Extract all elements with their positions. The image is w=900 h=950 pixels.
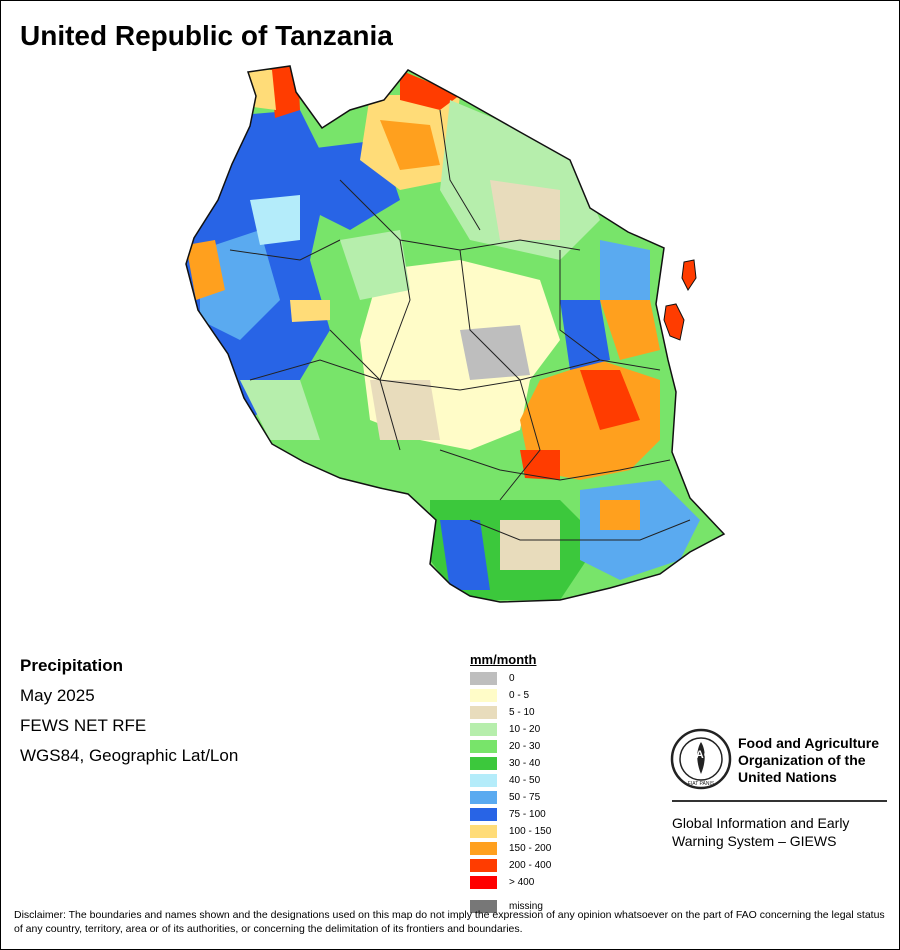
rainfall-zone-75-100: [440, 520, 490, 590]
legend-row: 20 - 30: [470, 738, 551, 755]
legend-row: 50 - 75: [470, 789, 551, 806]
legend-row: 150 - 200: [470, 840, 551, 857]
fao-name-line: Organization of the: [738, 752, 866, 768]
rainfall-zone-40-50: [250, 195, 300, 245]
legend-label: 75 - 100: [509, 809, 546, 820]
region-boundary: [439, 109, 481, 231]
rainfall-zone-200-400: [520, 450, 560, 480]
map-title: United Republic of Tanzania: [20, 20, 393, 51]
rainfall-zone-0: [460, 325, 530, 380]
legend-row: 100 - 150: [470, 823, 551, 840]
fao-name-line: United Nations: [738, 769, 837, 785]
legend-row: 0: [470, 670, 551, 687]
fao-name: Food and Agriculture Organization of the…: [738, 735, 879, 786]
legend-label: 0 - 5: [509, 690, 530, 701]
legend-label: 0: [509, 673, 515, 684]
projection-label: WGS84, Geographic Lat/Lon: [20, 746, 239, 765]
legend-label: 20 - 30: [509, 741, 541, 752]
legend-swatch: [470, 740, 497, 753]
legend-label: 40 - 50: [509, 775, 541, 786]
region-boundary: [469, 519, 691, 541]
legend-swatch: [470, 672, 497, 685]
rainfall-zone-200-400: [400, 70, 460, 110]
legend-label: 5 - 10: [509, 707, 535, 718]
legend-row: 75 - 100: [470, 806, 551, 823]
legend-row: 0 - 5: [470, 687, 551, 704]
variable-label: Precipitation: [20, 656, 123, 675]
region-boundary: [559, 250, 661, 371]
legend-swatch: [470, 808, 497, 821]
legend-row: 200 - 400: [470, 857, 551, 874]
source-label: FEWS NET RFE: [20, 716, 147, 735]
region-boundary: [439, 449, 671, 481]
rainfall-zone-150-200: [600, 300, 660, 360]
giews-line: Global Information and Early: [672, 815, 850, 831]
legend-swatch: [470, 757, 497, 770]
giews-label: Global Information and Early Warning Sys…: [672, 814, 892, 850]
rainfall-zone-50-75: [200, 230, 280, 340]
legend-label: 200 - 400: [509, 860, 552, 871]
legend-swatch: [470, 791, 497, 804]
precipitation-map: [185, 65, 725, 603]
legend-row: 30 - 40: [470, 755, 551, 772]
rainfall-zone-100-150: [240, 70, 276, 110]
fao-logo-icon: FAO FIAT PANIS: [670, 728, 732, 790]
rainfall-field: [186, 66, 724, 602]
legend-label: 30 - 40: [509, 758, 541, 769]
legend-row: 5 - 10: [470, 704, 551, 721]
legend-swatch: [470, 859, 497, 872]
legend-label: 100 - 150: [509, 826, 552, 837]
admin-boundaries: [229, 109, 691, 541]
legend-row: > 400: [470, 874, 551, 891]
fao-name-line: Food and Agriculture: [738, 735, 880, 751]
giews-line: Warning System – GIEWS: [672, 833, 837, 849]
rainfall-zone-150-200: [380, 120, 440, 170]
rainfall-zone-5-10: [500, 520, 560, 570]
legend-label: 150 - 200: [509, 843, 552, 854]
legend-row: 10 - 20: [470, 721, 551, 738]
fao-logo-text: FAO: [690, 749, 713, 761]
legend-label: 50 - 75: [509, 792, 541, 803]
legend: 0 0 - 5 5 - 10 10 - 20 20 - 30 30 - 40 40 - 50…: [470, 670, 551, 891]
region-boundary: [379, 239, 411, 451]
legend-swatch-missing: [470, 900, 497, 913]
rainfall-zone-150-200: [186, 240, 225, 300]
fao-logo-motto: FIAT PANIS: [688, 781, 715, 787]
legend-swatch: [470, 842, 497, 855]
legend-swatch: [470, 825, 497, 838]
legend-swatch: [470, 774, 497, 787]
divider: [672, 800, 887, 802]
disclaimer: Disclaimer: The boundaries and names sho…: [14, 909, 885, 935]
rainfall-zone-50-75: [600, 240, 650, 300]
legend-label-missing: missing: [509, 901, 543, 912]
legend-label: 10 - 20: [509, 724, 541, 735]
period-label: May 2025: [20, 686, 95, 705]
rainfall-zone-100-150: [290, 300, 330, 322]
legend-label: > 400: [509, 877, 535, 888]
rainfall-zone-5-10: [370, 380, 440, 440]
legend-unit: mm/month: [470, 652, 537, 667]
region-boundary: [229, 239, 341, 261]
legend-swatch: [470, 706, 497, 719]
rainfall-zone-10-20: [340, 230, 410, 300]
rainfall-zone-5-10: [490, 180, 560, 240]
pemba-island: [681, 259, 697, 291]
rainfall-zone-10-20: [240, 380, 320, 440]
legend-row-missing: missing: [470, 900, 543, 913]
region-boundary: [249, 359, 381, 381]
region-boundary: [329, 329, 601, 391]
rainfall-zone-75-100: [560, 300, 610, 370]
legend-swatch: [470, 689, 497, 702]
zanzibar-island: [663, 303, 685, 341]
legend-row: 40 - 50: [470, 772, 551, 789]
rainfall-zone-150-200: [600, 500, 640, 530]
legend-swatch: [470, 723, 497, 736]
legend-swatch: [470, 876, 497, 889]
rainfall-zone-200-400: [580, 370, 640, 430]
